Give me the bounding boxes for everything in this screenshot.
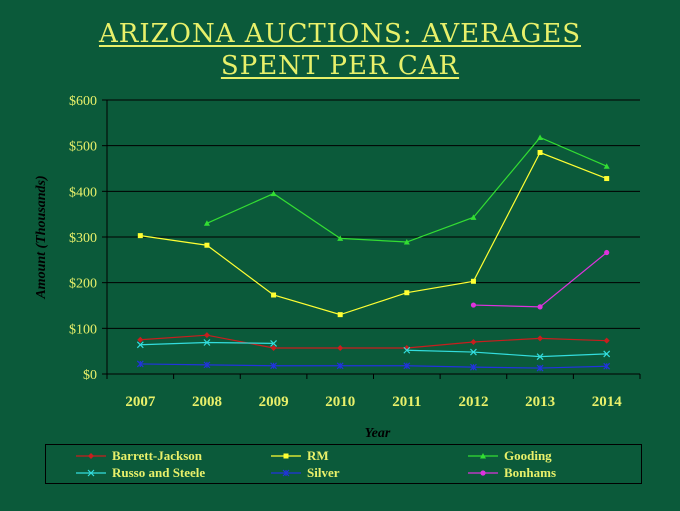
point	[337, 235, 344, 241]
series-line	[140, 363, 607, 369]
point	[470, 302, 477, 308]
title-line-1: Arizona Auctions: Averages	[98, 19, 582, 49]
point	[337, 312, 343, 318]
point	[336, 362, 344, 370]
x-axis-label: Year	[365, 426, 391, 441]
legend-item: Silver	[271, 464, 340, 481]
y-tick-label: $300	[69, 231, 97, 246]
point	[203, 332, 210, 339]
point	[470, 363, 477, 371]
point	[282, 469, 290, 476]
point	[470, 278, 476, 284]
legend: Barrett-Jackson RM Gooding Russo and Steele…	[45, 444, 642, 484]
point	[203, 361, 211, 369]
point	[87, 469, 95, 476]
point	[537, 134, 544, 140]
point	[203, 220, 210, 226]
legend-label: Gooding	[504, 447, 552, 463]
point	[603, 362, 611, 370]
y-tick-label: $400	[69, 185, 97, 200]
legend-item: Russo and Steele	[76, 464, 205, 481]
series-gooding	[203, 134, 610, 245]
point	[604, 176, 610, 182]
y-tick-label: $100	[69, 322, 97, 337]
legend-swatch	[468, 451, 498, 461]
y-tick-label: $500	[69, 140, 97, 155]
x-tick-label: 2008	[192, 394, 222, 410]
point	[537, 150, 543, 156]
point	[480, 452, 486, 458]
point	[88, 452, 94, 459]
point	[403, 239, 410, 245]
point	[403, 346, 411, 354]
series-line	[140, 334, 607, 349]
legend-swatch	[76, 451, 106, 461]
point	[470, 339, 477, 346]
legend-label: RM	[307, 447, 329, 463]
legend-item: RM	[271, 447, 329, 464]
point	[137, 336, 144, 343]
point	[403, 362, 411, 370]
legend-swatch	[271, 468, 301, 478]
series-rm	[137, 150, 610, 318]
point	[537, 304, 543, 310]
legend-label: Silver	[307, 464, 340, 480]
point	[603, 337, 610, 344]
legend-item: Gooding	[468, 447, 552, 464]
point	[536, 364, 544, 372]
y-axis-label: Amount (Thousands)	[34, 175, 49, 299]
y-tick-label: $0	[83, 368, 97, 383]
point	[271, 292, 277, 298]
series-line	[140, 151, 607, 316]
point	[270, 190, 277, 197]
series-line	[473, 252, 608, 308]
legend-item: Bonhams	[468, 464, 556, 481]
point	[603, 350, 611, 358]
series-line	[206, 136, 607, 243]
point	[270, 339, 277, 347]
x-tick-label: 2010	[325, 394, 355, 410]
point	[270, 362, 277, 370]
point	[536, 353, 544, 361]
series-russo-and-steele	[136, 339, 611, 361]
point	[136, 341, 144, 349]
legend-swatch	[271, 451, 301, 461]
point	[470, 214, 477, 220]
point	[480, 469, 486, 476]
point	[337, 344, 344, 351]
chart-title: Arizona Auctions: Averages Spent Per Car	[0, 18, 680, 82]
point	[136, 360, 144, 368]
y-tick-label: $200	[69, 277, 97, 292]
legend-item: Barrett-Jackson	[76, 447, 202, 464]
series-bonhams	[470, 249, 610, 310]
x-tick-label: 2014	[592, 394, 623, 410]
x-tick-label: 2009	[259, 394, 289, 410]
point	[204, 242, 210, 248]
point	[283, 453, 289, 458]
point	[537, 335, 544, 342]
title-line-2: Spent Per Car	[220, 51, 460, 81]
x-tick-label: 2007	[125, 394, 156, 410]
point	[470, 348, 477, 356]
point	[203, 339, 211, 346]
x-tick-label: 2012	[458, 394, 488, 410]
legend-swatch	[468, 468, 498, 478]
point	[603, 163, 610, 169]
series-line	[406, 349, 607, 358]
point	[270, 344, 277, 351]
series-silver	[136, 360, 611, 372]
legend-label: Barrett-Jackson	[112, 447, 203, 463]
point	[404, 290, 410, 296]
point	[604, 249, 610, 256]
y-tick-label: $600	[69, 94, 97, 109]
series-barrett-jackson	[137, 332, 610, 351]
legend-label: Russo and Steele	[112, 464, 206, 480]
legend-label: Bonhams	[504, 464, 557, 480]
x-tick-label: 2013	[525, 394, 555, 410]
point	[137, 233, 143, 239]
legend-swatch	[76, 468, 106, 478]
x-tick-label: 2011	[392, 394, 421, 410]
